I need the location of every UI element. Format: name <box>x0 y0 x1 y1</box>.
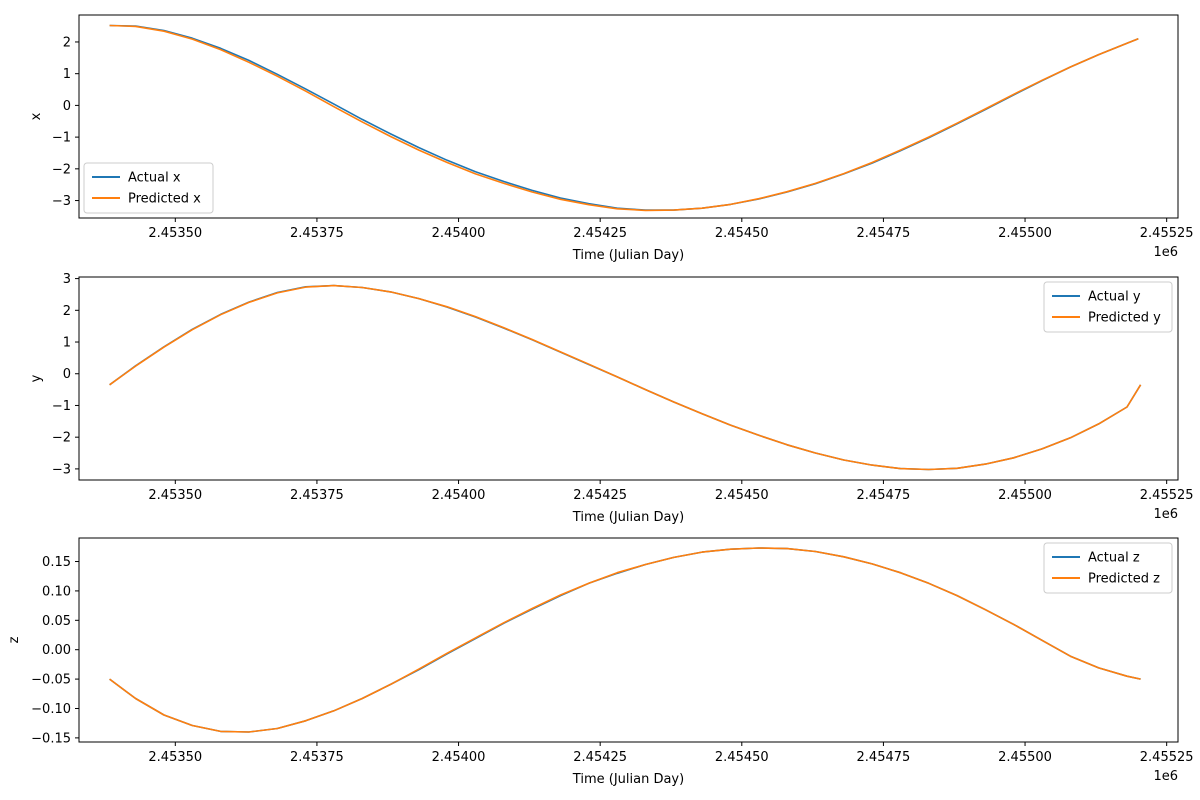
x-tick-label: 2.45400 <box>432 750 486 765</box>
x-tick-label: 2.45400 <box>432 488 486 503</box>
x-tick-label: 2.45500 <box>998 750 1052 765</box>
subplot-x: 2.45350 2.45375 2.45400 2.45425 2.45450 2.454… <box>29 14 1194 263</box>
y-tick-label: −1 <box>52 399 71 414</box>
legend: Actual y Predicted y <box>1043 281 1173 333</box>
y-tick-label: −2 <box>52 162 71 177</box>
x-tick-label: 2.45450 <box>715 488 769 503</box>
x-tick-label: 2.45450 <box>715 750 769 765</box>
y-tick-label: −3 <box>52 462 71 477</box>
y-tick-label: 0 <box>63 99 71 114</box>
x-tick-label: 2.45350 <box>148 488 202 503</box>
x-axis-label: Time (Julian Day) <box>572 772 684 787</box>
series-line-actual <box>109 284 1142 471</box>
x-tick-label: 2.45475 <box>857 750 911 765</box>
x-tick-label: 2.45400 <box>432 226 486 241</box>
x-tick-label: 2.45450 <box>715 226 769 241</box>
legend-label: Actual z <box>1088 551 1140 566</box>
plot-frame <box>78 537 1179 743</box>
legend: Actual z Predicted z <box>1043 542 1173 594</box>
x-tick-label: 2.45525 <box>1140 750 1194 765</box>
y-tick-label: 0 <box>63 367 71 382</box>
x-tick-label: 2.45350 <box>148 226 202 241</box>
y-axis-label: z <box>7 636 22 643</box>
y-tick-label: 0.05 <box>42 614 71 629</box>
series-line-predicted <box>109 24 1139 212</box>
legend-box <box>1043 281 1173 333</box>
y-tick-label: −3 <box>52 194 71 209</box>
y-tick-label: 1 <box>63 336 71 351</box>
subplot-y: 2.45350 2.45375 2.45400 2.45425 2.45450 2.454… <box>29 272 1194 525</box>
y-tick-label: 0.00 <box>42 643 71 658</box>
y-tick-label: 0.15 <box>42 555 71 570</box>
x-offset-label: 1e6 <box>1153 507 1178 522</box>
y-tick-label: −0.15 <box>31 731 71 746</box>
y-tick-label: −1 <box>52 131 71 146</box>
x-axis-label: Time (Julian Day) <box>572 248 684 263</box>
series-line-actual <box>109 547 1141 733</box>
x-tick-label: 2.45375 <box>290 226 344 241</box>
x-tick-label: 2.45500 <box>998 488 1052 503</box>
legend-label: Predicted y <box>1088 311 1161 326</box>
x-tick-label: 2.45425 <box>573 488 627 503</box>
series-line-actual <box>109 24 1139 211</box>
x-tick-label: 2.45425 <box>573 750 627 765</box>
y-tick-label: 0.10 <box>42 584 71 599</box>
x-axis-label: Time (Julian Day) <box>572 510 684 525</box>
legend-box <box>83 162 214 214</box>
x-tick-label: 2.45375 <box>290 750 344 765</box>
legend-label: Predicted x <box>128 192 201 207</box>
y-tick-label: 2 <box>63 304 71 319</box>
legend-label: Actual x <box>128 171 181 186</box>
x-tick-label: 2.45475 <box>857 226 911 241</box>
x-offset-label: 1e6 <box>1153 769 1178 784</box>
x-tick-label: 2.45500 <box>998 226 1052 241</box>
y-tick-label: −2 <box>52 431 71 446</box>
x-offset-label: 1e6 <box>1153 245 1178 260</box>
x-tick-label: 2.45375 <box>290 488 344 503</box>
plot-frame <box>78 14 1179 219</box>
x-tick-label: 2.45425 <box>573 226 627 241</box>
legend: Actual x Predicted x <box>83 162 214 214</box>
y-tick-label: 1 <box>63 67 71 82</box>
y-axis-label: y <box>29 374 44 382</box>
x-tick-label: 2.45475 <box>857 488 911 503</box>
x-tick-label: 2.45525 <box>1140 488 1194 503</box>
y-tick-label: −0.05 <box>31 673 71 688</box>
series-line-predicted <box>109 547 1141 733</box>
legend-label: Actual y <box>1088 290 1141 305</box>
series-line-predicted <box>109 284 1142 471</box>
x-tick-label: 2.45525 <box>1140 226 1194 241</box>
y-tick-label: 3 <box>63 272 71 287</box>
legend-box <box>1043 542 1173 594</box>
legend-label: Predicted z <box>1088 572 1160 587</box>
y-tick-label: 2 <box>63 35 71 50</box>
plot-frame <box>78 276 1179 481</box>
y-axis-label: x <box>29 112 44 120</box>
x-tick-label: 2.45350 <box>148 750 202 765</box>
y-tick-label: −0.10 <box>31 702 71 717</box>
subplot-z: 2.45350 2.45375 2.45400 2.45425 2.45450 2.454… <box>7 537 1194 787</box>
